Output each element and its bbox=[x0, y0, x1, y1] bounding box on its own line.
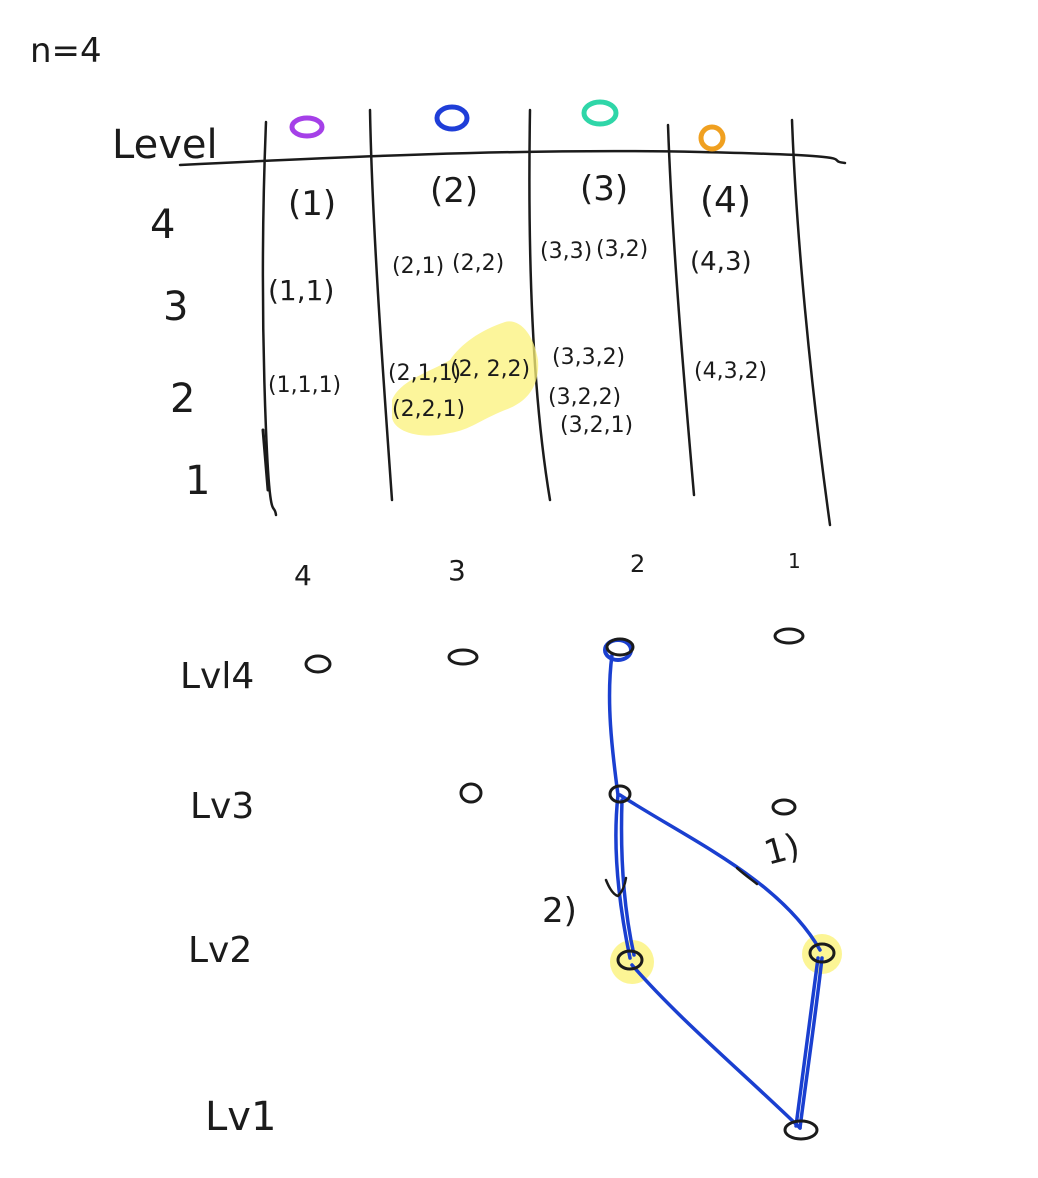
node-col2-lv4 bbox=[605, 637, 635, 657]
column-3-header: (3) bbox=[580, 169, 628, 209]
node-col2-lv3 bbox=[608, 784, 632, 804]
table-header-level: Level bbox=[112, 122, 218, 168]
table-col-line-3 bbox=[528, 108, 552, 502]
cell-col2-level2-item-2: (2, 2,2) bbox=[450, 357, 530, 382]
edge-annotation-1: 1) bbox=[760, 826, 804, 874]
node-highlight-col1-lv2 bbox=[802, 934, 842, 974]
node-col2-lv2 bbox=[616, 949, 644, 971]
graph-column-label-4: 4 bbox=[294, 559, 312, 592]
cell-col2-level3-item-2: (2,2) bbox=[452, 251, 504, 276]
edge-lv3-lv2-left bbox=[614, 793, 632, 960]
cell-col2-level2-item-1: (2,1,1) bbox=[388, 361, 461, 386]
cell-col1-level2-item-1: (1,1,1) bbox=[268, 373, 341, 398]
cell-col2-level3-item-1: (2,1) bbox=[392, 254, 444, 279]
column-4-color-dot bbox=[698, 124, 726, 152]
table-col-line-1 bbox=[261, 120, 278, 517]
node-col3-lv3 bbox=[459, 782, 483, 804]
column-1-color-dot bbox=[289, 115, 325, 139]
cell-col3-level3-item-2: (3,2) bbox=[596, 237, 648, 262]
column-2-color-dot bbox=[434, 104, 470, 132]
node-col1-lv2 bbox=[808, 942, 836, 964]
row-label-2: 2 bbox=[170, 376, 195, 422]
row-label-1: 1 bbox=[185, 458, 210, 504]
edge-lv2-lv1-right bbox=[798, 956, 824, 1130]
edge-lv2-lv1-left bbox=[630, 963, 802, 1130]
graph-level-label-2: Lv2 bbox=[188, 930, 252, 971]
graph-level-label-1: Lv1 bbox=[205, 1094, 276, 1140]
node-col3-lv4 bbox=[447, 648, 479, 666]
level-graph: 4 3 2 1 Lvl4 Lv3 Lv2 Lv1 bbox=[180, 549, 842, 1141]
graph-nodes bbox=[304, 627, 836, 1141]
n-equals-label: n=4 bbox=[30, 31, 102, 71]
cell-col1-level3-item-1: (1,1) bbox=[268, 274, 334, 307]
cell-col3-level2-item-3: (3,2,1) bbox=[560, 413, 633, 438]
graph-edges bbox=[603, 638, 824, 1130]
table-col-line-2 bbox=[368, 108, 394, 502]
edge-lv3-lv2-left-double bbox=[619, 798, 636, 957]
column-1-header: (1) bbox=[288, 184, 336, 224]
graph-column-label-2: 2 bbox=[630, 550, 645, 578]
cell-col3-level2-item-1: (3,3,2) bbox=[552, 345, 625, 370]
node-col4-lv4 bbox=[304, 654, 332, 674]
edge-annotation-2: 2) bbox=[542, 891, 577, 931]
node-col1-lv4 bbox=[773, 627, 805, 645]
edge-annotation-2-tick bbox=[604, 876, 628, 898]
table-col-line-1-thick bbox=[261, 428, 270, 492]
cell-col4-level2-item-1: (4,3,2) bbox=[694, 359, 767, 384]
level-table: Level 4 3 2 1 (1) (2) (3) (4) (1,1) (2,1… bbox=[112, 99, 847, 527]
node-col1-lv1 bbox=[783, 1119, 819, 1141]
column-4-header: (4) bbox=[700, 180, 751, 221]
cell-col3-level3-item-1: (3,3) bbox=[540, 239, 592, 264]
table-highlight bbox=[392, 321, 539, 436]
edge-lv4-lv3 bbox=[607, 653, 620, 797]
graph-level-label-3: Lv3 bbox=[190, 786, 254, 827]
table-header-line bbox=[178, 149, 847, 167]
node-highlight-col2-lv2 bbox=[610, 940, 654, 984]
cell-col3-level2-item-2: (3,2,2) bbox=[548, 385, 621, 410]
table-col-line-4 bbox=[666, 123, 696, 497]
graph-column-label-3: 3 bbox=[448, 554, 466, 587]
row-label-3: 3 bbox=[163, 284, 188, 330]
graph-column-label-1: 1 bbox=[788, 549, 801, 573]
graph-level-label-4: Lvl4 bbox=[180, 656, 254, 697]
cell-col2-level2-item-3: (2,2,1) bbox=[392, 397, 465, 422]
table-col-line-5 bbox=[790, 118, 832, 527]
row-label-4: 4 bbox=[150, 202, 175, 248]
edge-lv2-lv1-right-double bbox=[794, 956, 820, 1128]
edge-lv3-lv2-right bbox=[618, 793, 822, 952]
column-3-color-dot bbox=[581, 99, 619, 127]
column-2-header: (2) bbox=[430, 171, 478, 211]
cell-col4-level3-item-1: (4,3) bbox=[690, 247, 752, 277]
node-col1-lv3 bbox=[771, 798, 797, 816]
edge-annotation-1-tick bbox=[735, 866, 759, 886]
